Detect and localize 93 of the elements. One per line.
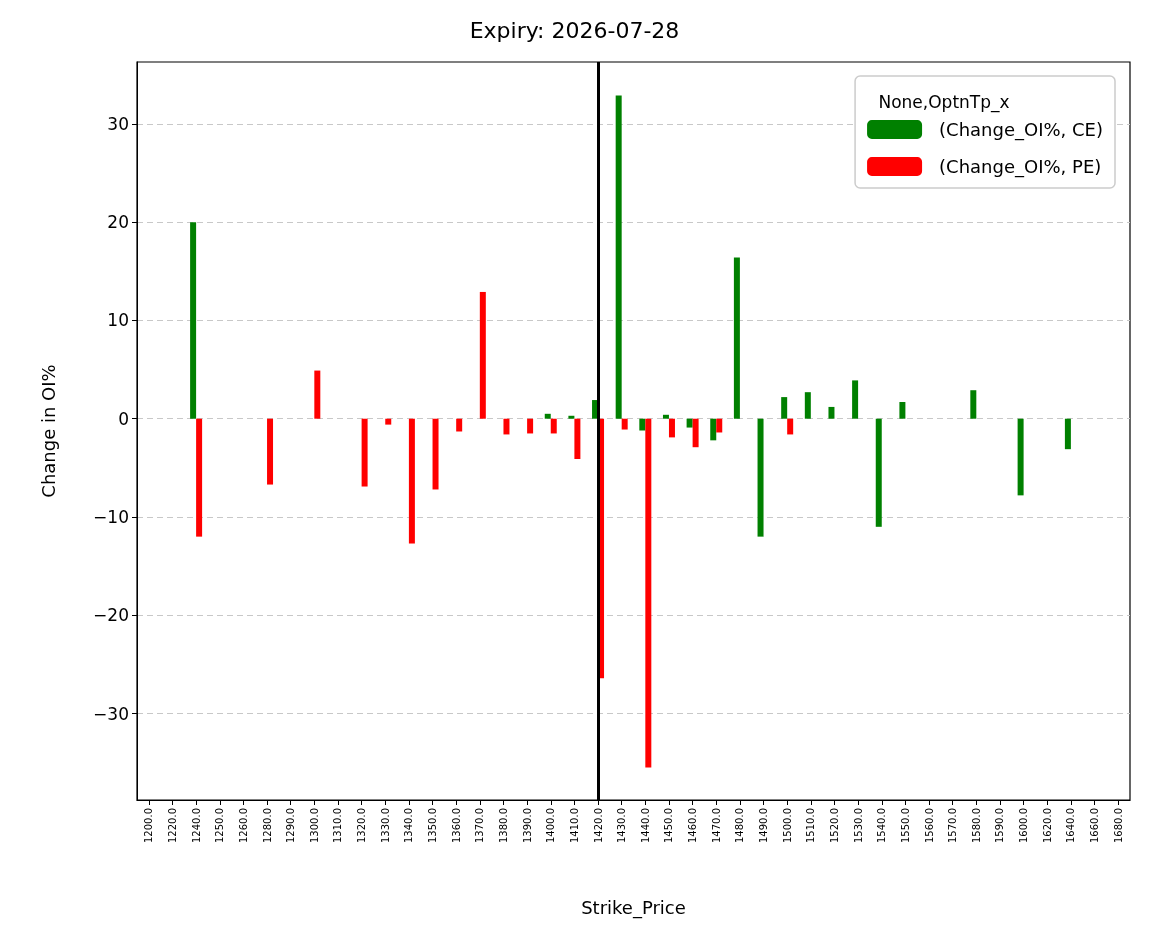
bar (668, 418, 675, 438)
x-tick-label: 1620.0 (1041, 808, 1053, 843)
bar (804, 392, 811, 419)
x-tick-label: 1380.0 (497, 808, 509, 843)
y-tick-label: −30 (93, 703, 129, 724)
bar (544, 413, 551, 419)
bar (757, 418, 764, 537)
bar (852, 380, 859, 419)
x-tick-label: 1200.0 (143, 808, 155, 843)
bar (432, 418, 439, 490)
x-tick-label: 1320.0 (356, 808, 368, 843)
y-tick-label: −20 (93, 605, 129, 626)
x-tick-label: 1360.0 (450, 808, 462, 843)
bar (710, 418, 717, 441)
bar (875, 418, 882, 527)
y-tick-label: 30 (107, 113, 129, 134)
x-tick-label: 1680.0 (1112, 808, 1124, 843)
bar (408, 418, 415, 544)
bar (568, 415, 575, 419)
x-tick-label: 1280.0 (261, 808, 273, 843)
bar (196, 418, 203, 537)
x-tick-label: 1470.0 (710, 808, 722, 843)
x-tick-label: 1390.0 (521, 808, 533, 843)
legend-title: None,OptnTp_x (878, 91, 1010, 113)
x-tick-label: 1580.0 (970, 808, 982, 843)
x-tick-label: 1600.0 (1018, 808, 1030, 843)
y-tick-label: 10 (107, 310, 129, 331)
x-tick-label: 1260.0 (237, 808, 249, 843)
bar (645, 418, 652, 768)
bar (716, 418, 723, 433)
bar (639, 418, 646, 431)
y-tick-label: −10 (93, 506, 129, 527)
bar (899, 402, 906, 419)
x-tick-label: 1400.0 (545, 808, 557, 843)
bar (686, 418, 693, 428)
bar (621, 418, 628, 430)
bar (550, 418, 557, 434)
x-tick-label: 1410.0 (568, 808, 580, 843)
bar (787, 418, 794, 435)
bar (267, 418, 274, 485)
x-tick-label: 1450.0 (663, 808, 675, 843)
bar (692, 418, 699, 448)
bar (479, 291, 486, 419)
x-tick-label: 1590.0 (994, 808, 1006, 843)
bar (1017, 418, 1024, 496)
x-tick-label: 1310.0 (332, 808, 344, 843)
x-tick-label: 1300.0 (308, 808, 320, 843)
bar (733, 257, 740, 419)
x-tick-label: 1660.0 (1089, 808, 1101, 843)
x-tick-label: 1500.0 (781, 808, 793, 843)
y-axis-title: Change in OI% (37, 364, 59, 498)
bar (1064, 418, 1071, 450)
x-tick-label: 1640.0 (1065, 808, 1077, 843)
bar (385, 418, 392, 425)
x-tick-label: 1480.0 (734, 808, 746, 843)
x-tick-label: 1490.0 (758, 808, 770, 843)
x-tick-label: 1520.0 (828, 808, 840, 843)
x-tick-label: 1530.0 (852, 808, 864, 843)
bar (615, 95, 622, 419)
x-tick-label: 1220.0 (166, 808, 178, 843)
bar (781, 397, 788, 419)
x-tick-label: 1290.0 (285, 808, 297, 843)
bar (503, 418, 510, 435)
chart-title: Expiry: 2026-07-28 (469, 17, 680, 43)
x-tick-label: 1540.0 (876, 808, 888, 843)
y-tick-label: 0 (118, 408, 129, 429)
x-tick-label: 1330.0 (379, 808, 391, 843)
x-tick-label: 1420.0 (592, 808, 604, 843)
bar (574, 418, 581, 460)
x-tick-label: 1250.0 (214, 808, 226, 843)
x-tick-label: 1460.0 (687, 808, 699, 843)
bar (456, 418, 463, 432)
bar (361, 418, 368, 487)
x-tick-label: 1560.0 (923, 808, 935, 843)
x-tick-label: 1370.0 (474, 808, 486, 843)
bar (527, 418, 534, 434)
y-tick-label: 20 (107, 212, 129, 233)
x-tick-label: 1240.0 (190, 808, 202, 843)
x-tick-label: 1340.0 (403, 808, 415, 843)
bar (314, 370, 321, 419)
x-tick-label: 1440.0 (639, 808, 651, 843)
bar (828, 406, 835, 419)
bar (970, 390, 977, 419)
bar (190, 222, 197, 419)
x-tick-label: 1350.0 (427, 808, 439, 843)
x-tick-label: 1430.0 (616, 808, 628, 843)
x-tick-label: 1570.0 (947, 808, 959, 843)
legend-label: (Change_OI%, CE) (939, 119, 1104, 141)
bar (662, 414, 669, 419)
x-tick-label: 1550.0 (899, 808, 911, 843)
legend-label: (Change_OI%, PE) (939, 156, 1102, 178)
x-tick-label: 1510.0 (805, 808, 817, 843)
x-axis-title: Strike_Price (581, 896, 686, 919)
